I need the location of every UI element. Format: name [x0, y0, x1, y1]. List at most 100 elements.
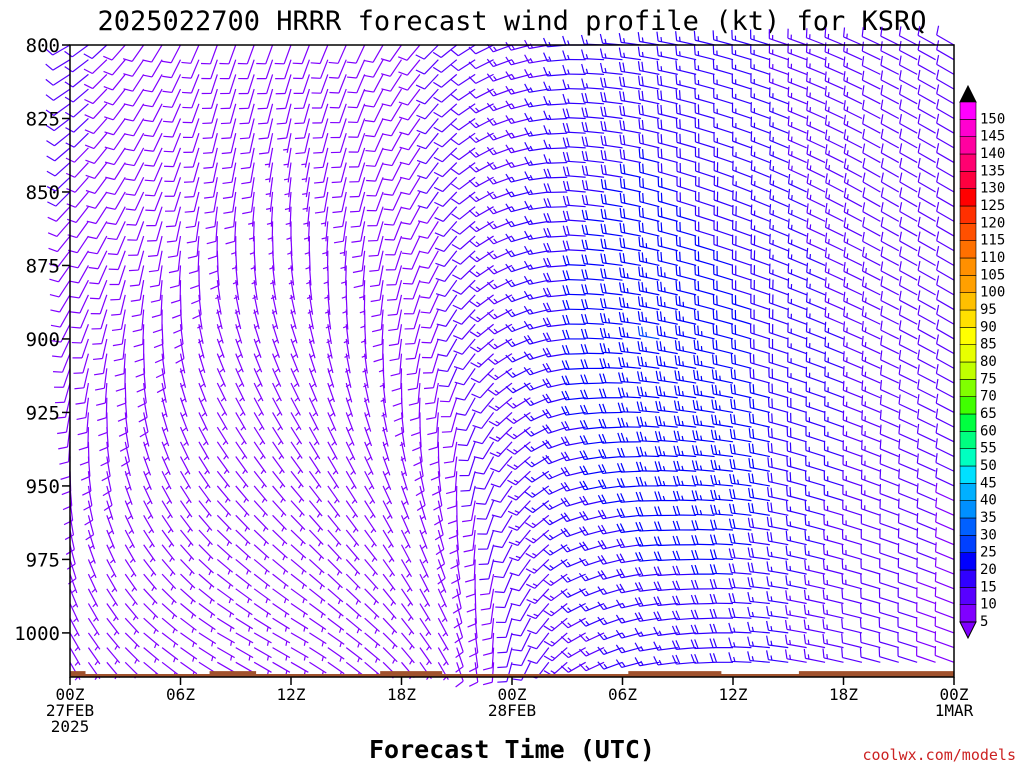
wind-barb	[479, 559, 495, 581]
wind-barb	[308, 353, 317, 373]
wind-barb	[861, 380, 881, 399]
wind-barb	[899, 187, 918, 208]
wind-barb	[825, 144, 844, 164]
wind-barb	[253, 514, 269, 532]
wind-barb	[101, 456, 111, 482]
wind-barb	[916, 468, 936, 487]
wind-barb	[597, 509, 623, 520]
wind-barb	[935, 512, 955, 531]
wind-barb	[880, 216, 900, 237]
wind-barb	[897, 602, 918, 619]
wind-barb	[217, 632, 235, 646]
wind-barb	[144, 147, 163, 167]
wind-barb	[330, 103, 347, 124]
wind-barb	[804, 560, 826, 575]
wind-barb	[161, 441, 171, 461]
wind-barb	[330, 118, 347, 139]
wind-barb	[308, 382, 318, 402]
wind-barb	[785, 575, 807, 590]
wind-barb	[768, 323, 789, 340]
wind-barb	[437, 588, 448, 608]
wind-barb	[419, 603, 431, 622]
wind-barb	[562, 299, 586, 311]
wind-barb	[880, 41, 900, 61]
wind-barb	[400, 500, 410, 520]
wind-barb	[184, 191, 200, 213]
wind-barb	[309, 588, 326, 604]
wind-barb	[729, 428, 752, 443]
wind-barb	[694, 250, 715, 267]
wind-barb	[345, 603, 362, 620]
wind-barb	[384, 221, 403, 241]
wind-barb	[473, 426, 495, 445]
wind-barb	[202, 133, 218, 154]
x-tick-label: 00Z	[56, 685, 85, 704]
wind-barb	[314, 162, 329, 184]
wind-barb	[272, 573, 289, 589]
wind-barb	[619, 91, 642, 105]
wind-barb	[388, 309, 403, 332]
wind-barb	[806, 247, 826, 267]
wind-barb	[257, 74, 274, 95]
wind-barb	[237, 44, 255, 65]
wind-barb	[823, 500, 844, 516]
wind-barb	[843, 321, 863, 340]
wind-barb	[85, 147, 108, 165]
wind-barb	[417, 191, 439, 209]
wind-barb	[198, 485, 212, 504]
wind-barb	[327, 603, 344, 619]
wind-barb	[216, 529, 233, 547]
wind-barb	[805, 292, 826, 311]
wind-barb	[450, 88, 476, 101]
wind-barb	[45, 44, 71, 56]
wind-barb	[619, 237, 642, 252]
wind-barb	[124, 515, 135, 534]
wind-barb	[353, 265, 366, 289]
wind-barb	[487, 323, 513, 335]
wind-barb	[672, 565, 697, 576]
wind-barb	[106, 588, 119, 607]
wind-barb	[618, 61, 642, 75]
wind-barb	[432, 44, 458, 59]
wind-barb	[382, 118, 403, 137]
wind-barb	[66, 206, 89, 224]
wind-barb	[290, 485, 305, 503]
wind-barb	[897, 513, 918, 531]
wind-barb	[436, 323, 458, 342]
wind-barb	[713, 190, 734, 208]
wind-barb	[766, 501, 789, 516]
wind-barb	[824, 262, 844, 281]
wind-barb	[469, 264, 494, 278]
wind-barb	[581, 224, 605, 237]
wind-barb	[731, 102, 752, 120]
wind-barb	[401, 647, 415, 665]
wind-barb	[452, 279, 476, 295]
wind-barb	[382, 162, 403, 181]
wind-barb	[64, 73, 89, 88]
wind-barb	[656, 89, 678, 105]
wind-barb	[824, 115, 844, 134]
wind-barb	[806, 233, 826, 252]
wind-barb	[327, 456, 339, 475]
wind-barb	[747, 502, 770, 516]
wind-barb	[712, 59, 734, 75]
wind-barb	[506, 426, 531, 440]
wind-barb	[453, 353, 476, 371]
wind-barb	[824, 85, 844, 105]
wind-barb	[235, 558, 252, 575]
wind-barb	[303, 221, 311, 242]
wind-barb	[198, 412, 209, 432]
wind-barb	[290, 617, 309, 632]
wind-barb	[45, 103, 71, 117]
wind-barb	[581, 284, 605, 296]
wind-barb	[899, 143, 918, 164]
wind-barb	[385, 250, 403, 271]
wind-barb	[272, 632, 291, 646]
wind-barb	[400, 191, 421, 210]
wind-barb	[805, 366, 826, 384]
wind-barb	[805, 351, 826, 369]
wind-barb	[364, 514, 377, 534]
wind-barb	[581, 136, 605, 149]
wind-barb	[68, 235, 89, 254]
wind-barb	[272, 485, 286, 503]
